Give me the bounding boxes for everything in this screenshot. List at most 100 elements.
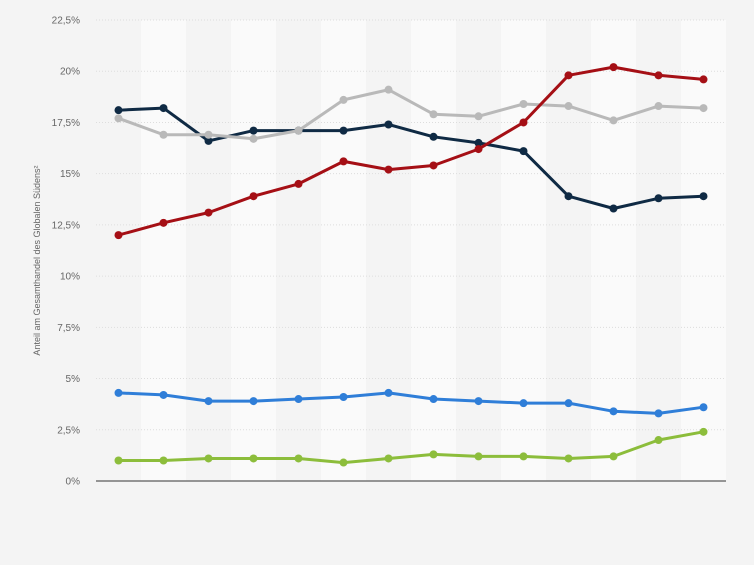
data-point [384,85,393,94]
data-point [204,454,213,463]
data-point [114,114,123,123]
background-bands [96,20,726,481]
data-point [204,208,213,217]
data-point [429,110,438,119]
data-point [564,102,573,111]
data-point [204,136,213,145]
data-point [294,454,303,463]
band-3 [231,20,276,481]
data-point [474,112,483,121]
data-point [609,204,618,213]
data-point [654,194,663,203]
series-1 [114,85,708,143]
series-line-4 [117,430,705,465]
data-point [249,454,258,463]
data-point [519,147,528,156]
band-12 [636,20,681,481]
band-8 [456,20,501,481]
y-tick-label: 17,5% [52,118,80,129]
data-point [159,456,168,465]
band-10 [546,20,591,481]
data-point [294,126,303,135]
data-point [564,71,573,80]
data-point [429,395,438,404]
band-5 [321,20,366,481]
series-line-1 [117,88,705,141]
data-point [474,138,483,147]
y-tick-label: 15% [60,169,80,180]
data-point [654,102,663,111]
data-point [294,395,303,404]
data-point [384,388,393,397]
data-point [249,134,258,143]
y-tick-label: 5% [66,374,81,385]
data-point [654,409,663,418]
band-13 [681,20,726,481]
data-point [114,456,123,465]
band-4 [276,20,321,481]
data-point [114,231,123,240]
data-point [159,218,168,227]
data-point [564,454,573,463]
data-point [699,104,708,113]
data-point [609,116,618,125]
series-4 [114,427,708,467]
y-tick-label: 2,5% [57,425,80,436]
y-axis-title: Anteil am Gesamthandel des Globalen Süde… [32,165,42,355]
series-line-0 [117,106,705,210]
data-point [339,458,348,467]
data-point [474,397,483,406]
band-1 [141,20,186,481]
data-point [294,179,303,188]
data-point [699,192,708,201]
data-point [249,192,258,201]
series-group [114,63,708,467]
data-point [609,452,618,461]
data-point [519,399,528,408]
data-point [429,132,438,141]
y-tick-label: 0% [66,477,81,488]
series-line-3 [117,391,705,415]
data-point [519,118,528,127]
data-point [654,436,663,445]
y-tick-label: 12,5% [52,220,80,231]
series-line-2 [117,65,705,237]
series-3 [114,388,708,418]
y-tick-label: 22,5% [52,16,80,27]
data-point [339,126,348,135]
data-point [519,452,528,461]
band-2 [186,20,231,481]
band-7 [411,20,456,481]
band-9 [501,20,546,481]
data-point [699,403,708,412]
data-point [339,157,348,166]
data-point [114,106,123,115]
data-point [654,71,663,80]
data-point [384,454,393,463]
data-point [564,399,573,408]
data-point [159,390,168,399]
band-0 [96,20,141,481]
data-point [474,145,483,154]
y-tick-label: 10% [60,272,80,283]
data-point [204,130,213,139]
band-11 [591,20,636,481]
data-point [159,104,168,113]
gridlines [96,19,726,431]
y-tick-label: 20% [60,67,80,78]
data-point [249,126,258,135]
data-point [114,388,123,397]
data-point [474,452,483,461]
data-point [384,120,393,129]
data-point [699,427,708,436]
data-point [609,63,618,72]
data-point [564,192,573,201]
data-point [519,100,528,109]
data-point [159,130,168,139]
y-tick-label: 7,5% [57,323,80,334]
data-point [249,397,258,406]
y-tick-labels: 0% 2,5% 5% 7,5% 10% 12,5% 15% 17,5% 20% 22,5% [52,16,80,488]
data-point [429,450,438,459]
